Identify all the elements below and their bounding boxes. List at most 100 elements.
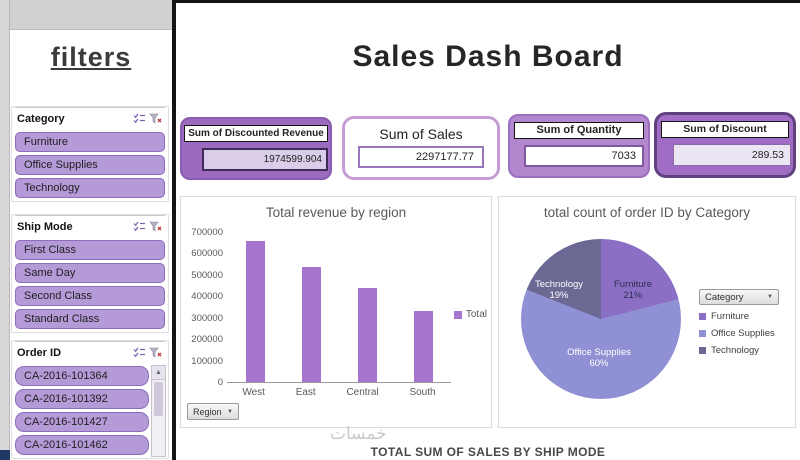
bar-legend-label: Total xyxy=(465,309,487,320)
y-tick: 300000 xyxy=(191,312,223,324)
y-axis-labels: 700000 600000 500000 400000 300000 20000… xyxy=(181,228,223,388)
x-tick: South xyxy=(409,387,436,398)
multiselect-icon[interactable] xyxy=(131,112,147,126)
scrollbar-thumb[interactable] xyxy=(154,382,163,416)
bar-east xyxy=(301,267,321,382)
multiselect-icon[interactable] xyxy=(131,220,147,234)
pie-chart-title: total count of order ID by Category xyxy=(543,205,751,220)
clear-filter-icon[interactable] xyxy=(147,346,163,360)
pie-label-name: Office Supplies xyxy=(567,347,631,358)
bar-central xyxy=(357,288,377,382)
y-tick: 0 xyxy=(217,376,223,388)
clear-filter-icon[interactable] xyxy=(147,112,163,126)
x-axis-labels: West East Central South xyxy=(227,387,451,398)
multiselect-icon[interactable] xyxy=(131,346,147,360)
slicer-item-first-class[interactable]: First Class xyxy=(15,240,165,260)
bar-plot-area xyxy=(227,233,451,383)
legend-item-technology: Technology xyxy=(699,345,791,356)
bar-legend-swatch xyxy=(453,310,462,319)
pie-label-technology: Technology 19% xyxy=(527,279,591,301)
category-filter-label: Category xyxy=(705,291,744,303)
pie-label-office-supplies: Office Supplies 60% xyxy=(566,347,632,369)
pie-label-name: Furniture xyxy=(613,279,652,290)
page-title: Sales Dash Board xyxy=(352,40,624,73)
kpi-quantity-value: 7033 xyxy=(524,145,644,167)
slicer-order-id: Order ID CA-2016-101364 CA-2016-101392 C… xyxy=(11,340,169,459)
legend-label: Furniture xyxy=(711,311,750,322)
pie xyxy=(521,239,681,399)
legend-item-office-supplies: Office Supplies xyxy=(699,328,791,339)
slicer-ship-mode-title: Ship Mode xyxy=(17,220,73,233)
region-filter-button[interactable]: Region ▼ xyxy=(187,403,239,420)
pie-label-pct: 60% xyxy=(589,358,609,369)
pie-label-name: Technology xyxy=(534,279,584,290)
bar-west xyxy=(245,241,265,382)
clear-filter-icon[interactable] xyxy=(147,220,163,234)
kpi-discounted-revenue: Sum of Discounted Revenue 1974599.904 xyxy=(180,117,332,180)
slicer-ship-mode-header: Ship Mode xyxy=(15,215,165,237)
kpi-discounted-revenue-value: 1974599.904 xyxy=(202,148,328,171)
filters-title: filters xyxy=(50,42,132,72)
bar-chart-title: Total revenue by region xyxy=(265,205,407,220)
slicer-category: Category Furniture Office Supplies Techn… xyxy=(11,106,169,202)
kpi-sales: Sum of Sales 2297177.77 xyxy=(342,116,500,180)
main-top-border xyxy=(176,0,800,3)
bar-south xyxy=(413,311,433,382)
slicer-category-items: Furniture Office Supplies Technology xyxy=(15,132,165,198)
kpi-discounted-revenue-label: Sum of Discounted Revenue xyxy=(184,125,328,142)
slicer-category-header: Category xyxy=(15,107,165,129)
slicer-item-second-class[interactable]: Second Class xyxy=(15,286,165,306)
kpi-quantity: Sum of Quantity 7033 xyxy=(508,114,650,178)
slicer-item-same-day[interactable]: Same Day xyxy=(15,263,165,283)
legend-item-furniture: Furniture xyxy=(699,311,791,322)
pie-label-pct: 19% xyxy=(549,290,569,301)
bar-legend: Total xyxy=(453,309,487,320)
y-tick: 700000 xyxy=(191,227,223,238)
x-tick: West xyxy=(242,387,265,398)
pie-legend: Category ▼ Furniture Office Supplies Tec… xyxy=(699,289,791,356)
x-tick: Central xyxy=(346,387,379,398)
legend-swatch-office-supplies xyxy=(699,330,706,337)
x-tick: East xyxy=(295,387,316,398)
category-filter-button[interactable]: Category ▼ xyxy=(699,289,779,305)
y-tick: 400000 xyxy=(191,291,223,303)
slicer-item-office-supplies[interactable]: Office Supplies xyxy=(15,155,165,175)
worksheet-left-margin xyxy=(0,0,10,460)
legend-swatch-furniture xyxy=(699,313,706,320)
legend-label: Office Supplies xyxy=(711,328,775,339)
slicer-category-title: Category xyxy=(17,112,65,125)
sidebar-divider xyxy=(172,0,176,460)
order-id-scrollbar[interactable]: ▲ xyxy=(151,365,166,457)
kpi-discount: Sum of Discount 289.53 xyxy=(654,112,796,178)
pie-label-furniture: Furniture 21% xyxy=(602,279,664,301)
slicer-item-technology[interactable]: Technology xyxy=(15,178,165,198)
slicer-item-order-101392[interactable]: CA-2016-101392 xyxy=(15,389,149,409)
dropdown-arrow-icon: ▼ xyxy=(767,294,773,300)
slicer-item-furniture[interactable]: Furniture xyxy=(15,132,165,152)
worksheet-top-corner xyxy=(10,0,172,30)
slicer-order-id-items: CA-2016-101364 CA-2016-101392 CA-2016-10… xyxy=(15,366,165,455)
y-tick: 500000 xyxy=(191,269,223,281)
kpi-discount-value: 289.53 xyxy=(673,144,791,166)
legend-label: Technology xyxy=(711,345,760,356)
region-filter-label: Region xyxy=(193,406,222,417)
slicer-item-order-101462[interactable]: CA-2016-101462 xyxy=(15,435,149,455)
slicer-item-order-101364[interactable]: CA-2016-101364 xyxy=(15,366,149,386)
y-tick: 100000 xyxy=(191,355,223,367)
pie-chart-panel: total count of order ID by Category Furn… xyxy=(498,196,796,428)
slicer-ship-mode-items: First Class Same Day Second Class Standa… xyxy=(15,240,165,329)
legend-swatch-technology xyxy=(699,347,706,354)
scroll-up-icon[interactable]: ▲ xyxy=(152,366,165,380)
slicer-item-standard-class[interactable]: Standard Class xyxy=(15,309,165,329)
bar-chart-panel: Total revenue by region 700000 600000 50… xyxy=(180,196,492,428)
bottom-section-title: TOTAL SUM OF SALES BY SHIP MODE xyxy=(370,445,606,459)
slicer-item-order-101427[interactable]: CA-2016-101427 xyxy=(15,412,149,432)
kpi-discount-label: Sum of Discount xyxy=(661,121,789,138)
kpi-sales-label: Sum of Sales xyxy=(345,126,497,142)
slicer-order-id-header: Order ID xyxy=(15,341,165,363)
pie-label-pct: 21% xyxy=(623,290,643,301)
slicer-ship-mode: Ship Mode First Class Same Day Second Cl… xyxy=(11,214,169,333)
slicer-order-id-title: Order ID xyxy=(17,346,62,359)
y-tick: 200000 xyxy=(191,334,223,346)
